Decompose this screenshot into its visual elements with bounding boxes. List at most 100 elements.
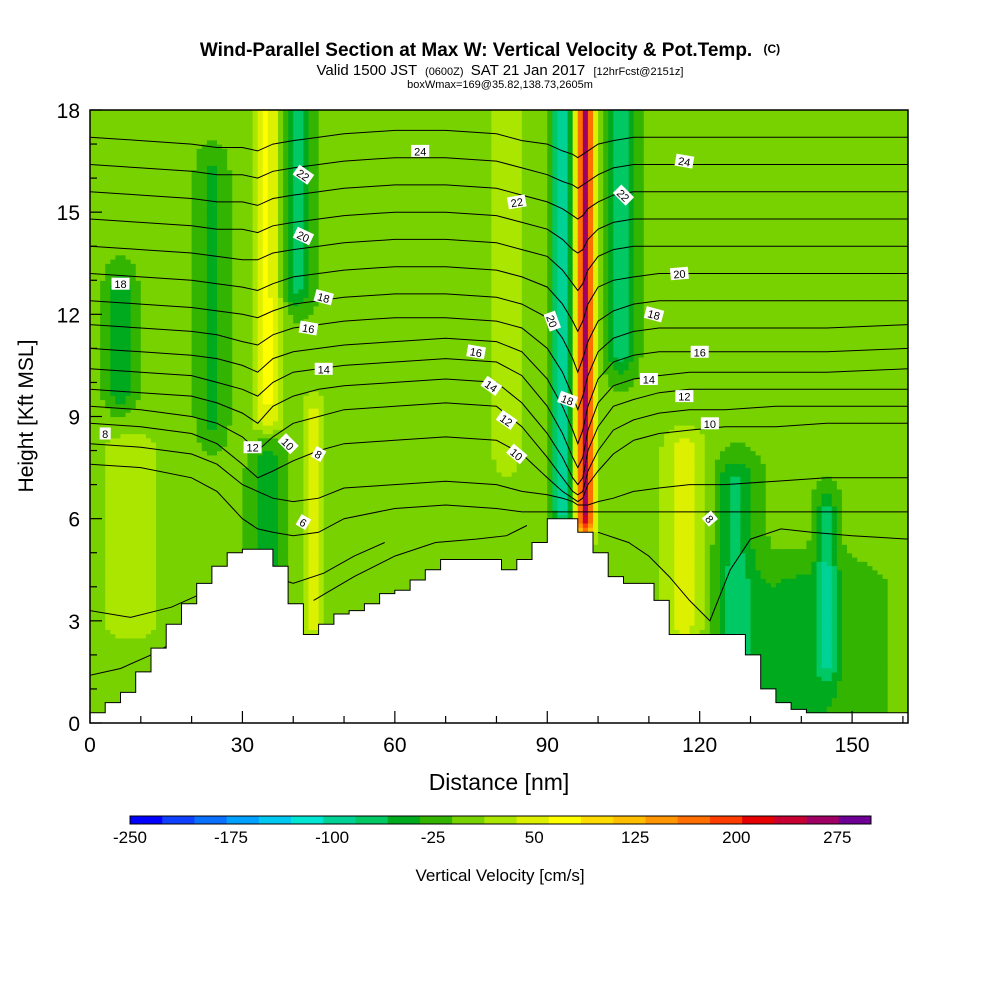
w-cell	[90, 467, 96, 473]
w-cell	[145, 399, 152, 405]
w-cell	[171, 356, 177, 362]
w-cell	[206, 348, 213, 354]
w-cell	[237, 399, 244, 405]
w-cell	[232, 165, 238, 171]
w-cell	[140, 386, 147, 392]
w-cell	[110, 488, 116, 494]
w-cell	[145, 254, 152, 260]
w-cell	[206, 254, 213, 260]
w-cell	[125, 616, 132, 622]
w-cell	[222, 297, 228, 303]
w-cell	[176, 348, 183, 354]
w-cell	[232, 322, 238, 328]
w-cell	[257, 212, 264, 218]
w-cell	[161, 216, 167, 222]
w-cell	[161, 522, 167, 528]
w-cell	[222, 480, 228, 486]
w-cell	[227, 510, 233, 516]
w-cell	[186, 267, 193, 273]
w-cell	[237, 135, 244, 141]
w-cell	[120, 339, 127, 345]
w-cell	[191, 152, 198, 158]
w-cell	[181, 344, 188, 349]
w-cell	[110, 220, 116, 226]
w-cell	[100, 539, 106, 545]
w-cell	[130, 684, 137, 690]
w-cell	[232, 169, 238, 175]
w-cell	[156, 110, 162, 115]
w-cell	[135, 561, 142, 567]
w-cell	[176, 318, 183, 324]
w-cell	[171, 467, 177, 473]
w-cell	[166, 382, 172, 388]
w-cell	[186, 148, 193, 154]
w-cell	[222, 501, 228, 507]
w-cell	[110, 318, 116, 324]
w-cell	[242, 250, 249, 256]
w-cell	[201, 552, 208, 558]
w-cell	[171, 352, 177, 358]
w-cell	[95, 684, 101, 690]
w-cell	[257, 437, 264, 443]
w-cell	[161, 446, 167, 452]
w-cell	[232, 390, 238, 396]
w-cell	[232, 327, 238, 332]
w-cell	[95, 237, 101, 243]
w-cell	[206, 314, 213, 320]
w-cell	[232, 254, 238, 260]
w-cell	[95, 476, 101, 481]
w-cell	[237, 403, 244, 409]
w-cell	[166, 450, 172, 456]
w-cell	[135, 446, 142, 452]
w-cell	[222, 548, 228, 554]
w-cell	[156, 484, 162, 490]
w-cell	[217, 437, 223, 443]
w-cell	[186, 246, 193, 252]
w-cell	[196, 293, 203, 298]
w-cell	[125, 442, 132, 447]
w-cell	[211, 437, 218, 443]
w-cell	[206, 344, 213, 349]
w-cell	[211, 463, 218, 469]
w-cell	[140, 144, 147, 149]
w-cell	[100, 118, 106, 124]
w-cell	[217, 135, 223, 141]
w-cell	[186, 390, 193, 396]
w-cell	[237, 131, 244, 137]
w-cell	[166, 322, 172, 328]
w-cell	[100, 165, 106, 171]
w-cell	[156, 625, 162, 630]
w-cell	[186, 539, 193, 545]
w-cell	[145, 258, 152, 264]
w-cell	[150, 229, 157, 235]
w-cell	[211, 531, 218, 537]
w-cell	[181, 335, 188, 341]
w-cell	[130, 625, 137, 630]
w-cell	[227, 148, 233, 154]
w-cell	[196, 450, 203, 456]
w-cell	[130, 361, 137, 367]
w-cell	[145, 144, 152, 149]
w-cell	[161, 365, 167, 371]
w-cell	[181, 407, 188, 413]
w-cell	[171, 561, 177, 567]
w-cell	[110, 131, 116, 137]
w-cell	[181, 459, 188, 464]
w-cell	[125, 548, 132, 554]
w-cell	[120, 569, 127, 575]
w-cell	[95, 327, 101, 332]
w-cell	[130, 373, 137, 379]
w-cell	[227, 416, 233, 422]
w-cell	[110, 195, 116, 200]
w-cell	[130, 574, 137, 579]
w-cell	[115, 212, 122, 218]
w-cell	[150, 254, 157, 260]
w-cell	[140, 233, 147, 239]
w-cell	[257, 280, 264, 286]
w-cell	[90, 535, 96, 541]
w-cell	[145, 348, 152, 354]
w-cell	[242, 335, 249, 341]
w-cell	[262, 361, 269, 367]
w-cell	[211, 297, 218, 303]
w-cell	[130, 305, 137, 311]
